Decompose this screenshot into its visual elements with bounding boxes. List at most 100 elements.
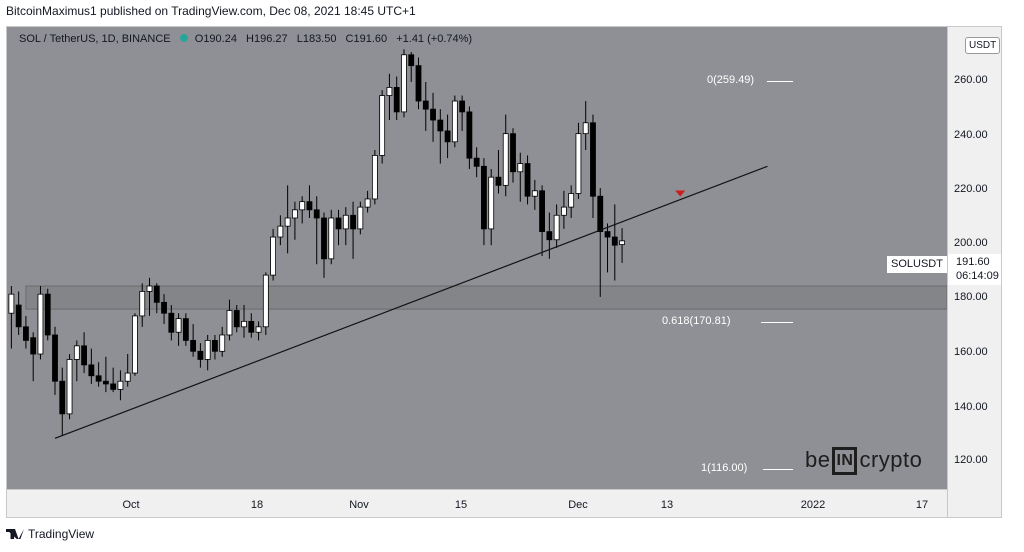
candle-body — [73, 345, 80, 360]
bar-countdown: 06:14:09 — [956, 270, 999, 282]
legend-close-label: C — [345, 33, 354, 45]
candle-body — [379, 95, 386, 156]
candle-body — [386, 87, 393, 96]
candle-body — [371, 155, 378, 200]
candle-body — [197, 350, 204, 360]
candle-body — [481, 165, 487, 230]
candle-body — [342, 214, 349, 230]
candle-body — [262, 274, 269, 328]
currency-button[interactable]: USDT — [965, 37, 1001, 54]
price-tick: 140.00 — [954, 401, 988, 413]
market-status-dot — [179, 34, 188, 42]
price-tick: 220.00 — [954, 183, 988, 195]
fib-label-0618: 0.618(170.81) — [662, 315, 731, 327]
candle-body — [393, 87, 400, 113]
chart-frame[interactable]: SOL / TetherUS, 1D, BINANCE O190.24 H196… — [6, 26, 1002, 518]
price-tick: 260.00 — [954, 74, 988, 86]
candle-body — [422, 100, 429, 110]
tradingview-logo-text: TradingView — [28, 527, 95, 541]
price-tick: 240.00 — [954, 129, 988, 141]
price-tick: 200.00 — [954, 237, 988, 249]
candle-body — [292, 209, 298, 219]
candle-body — [241, 320, 247, 328]
candle-body — [132, 315, 138, 374]
published-caption: BitcoinMaximus1 published on TradingView… — [6, 4, 416, 18]
beincrypto-watermark: be IN crypto — [805, 447, 922, 475]
candle-body — [517, 163, 524, 173]
candle-body — [444, 130, 451, 143]
candle-body — [44, 293, 51, 336]
candle-body — [117, 380, 124, 390]
candle-body — [561, 206, 567, 216]
candle-body — [175, 318, 182, 333]
legend-high-value: 196.27 — [253, 33, 288, 45]
candle-body — [161, 301, 167, 314]
candle-body — [466, 111, 473, 159]
candle-body — [539, 190, 545, 232]
candle-body — [401, 54, 407, 113]
candle-body — [328, 217, 335, 260]
candle-body — [95, 375, 102, 382]
fib-line-0618 — [761, 322, 793, 323]
ohlc-legend: SOL / TetherUS, 1D, BINANCE O190.24 H196… — [19, 33, 472, 45]
candle-body — [277, 225, 284, 238]
candle-body — [30, 337, 37, 355]
candle-body — [233, 310, 240, 328]
legend-low-label: L — [296, 33, 303, 45]
plot-area[interactable]: SOL / TetherUS, 1D, BINANCE O190.24 H196… — [7, 27, 947, 489]
candle-body — [66, 359, 73, 415]
candle-body — [37, 293, 44, 355]
candle-body — [139, 291, 146, 317]
candle-body — [255, 326, 262, 333]
candle-body — [473, 157, 480, 167]
candle-body — [619, 240, 625, 245]
candle-body — [59, 380, 66, 415]
candle-body — [597, 195, 604, 232]
candle-body — [415, 65, 422, 102]
candle-body — [15, 304, 22, 328]
candle-body — [248, 320, 255, 333]
candle-body — [531, 190, 538, 197]
candle-body — [81, 345, 87, 366]
candle-body — [553, 214, 560, 241]
candle-body — [313, 209, 320, 219]
candle-body — [124, 372, 131, 382]
brand-text-pre: be — [805, 447, 831, 472]
candle-body — [168, 312, 175, 333]
candle-body — [611, 236, 618, 246]
candle-body — [8, 293, 15, 314]
time-tick: 2022 — [800, 499, 826, 511]
legend-low-value: 183.50 — [302, 33, 337, 45]
candle-body — [495, 176, 502, 186]
legend-open-label: O — [194, 33, 204, 45]
price-tick: 160.00 — [954, 346, 988, 358]
candle-body — [299, 201, 306, 211]
candle-body — [110, 383, 117, 390]
price-tick: 180.00 — [954, 291, 988, 303]
candle-body — [437, 119, 444, 132]
candle-body — [182, 318, 189, 341]
candle-body — [451, 100, 458, 143]
candle-body — [146, 285, 153, 292]
candle-body — [204, 340, 211, 360]
support-zone — [25, 285, 947, 310]
legend-high-label: H — [246, 33, 254, 45]
tradingview-icon — [6, 529, 24, 539]
red-down-arrow-icon — [675, 190, 686, 197]
candle-body — [284, 217, 291, 227]
time-axis[interactable]: Oct 18 Nov 15 Dec 13 2022 17 — [7, 489, 947, 517]
candle-body — [335, 217, 342, 230]
candle-body — [306, 201, 313, 211]
tradingview-logo[interactable]: TradingView — [6, 527, 94, 541]
candle-body — [23, 326, 29, 341]
candle-body — [226, 310, 233, 336]
time-tick: 15 — [454, 499, 468, 511]
legend-open-value: 190.24 — [203, 33, 237, 45]
candle-body — [604, 231, 611, 238]
candle-body — [321, 217, 327, 260]
candle-body — [502, 133, 509, 186]
time-tick: 17 — [915, 499, 929, 511]
brand-text-post: crypto — [859, 447, 923, 472]
candle-body — [408, 54, 415, 67]
candle-body — [153, 285, 160, 303]
